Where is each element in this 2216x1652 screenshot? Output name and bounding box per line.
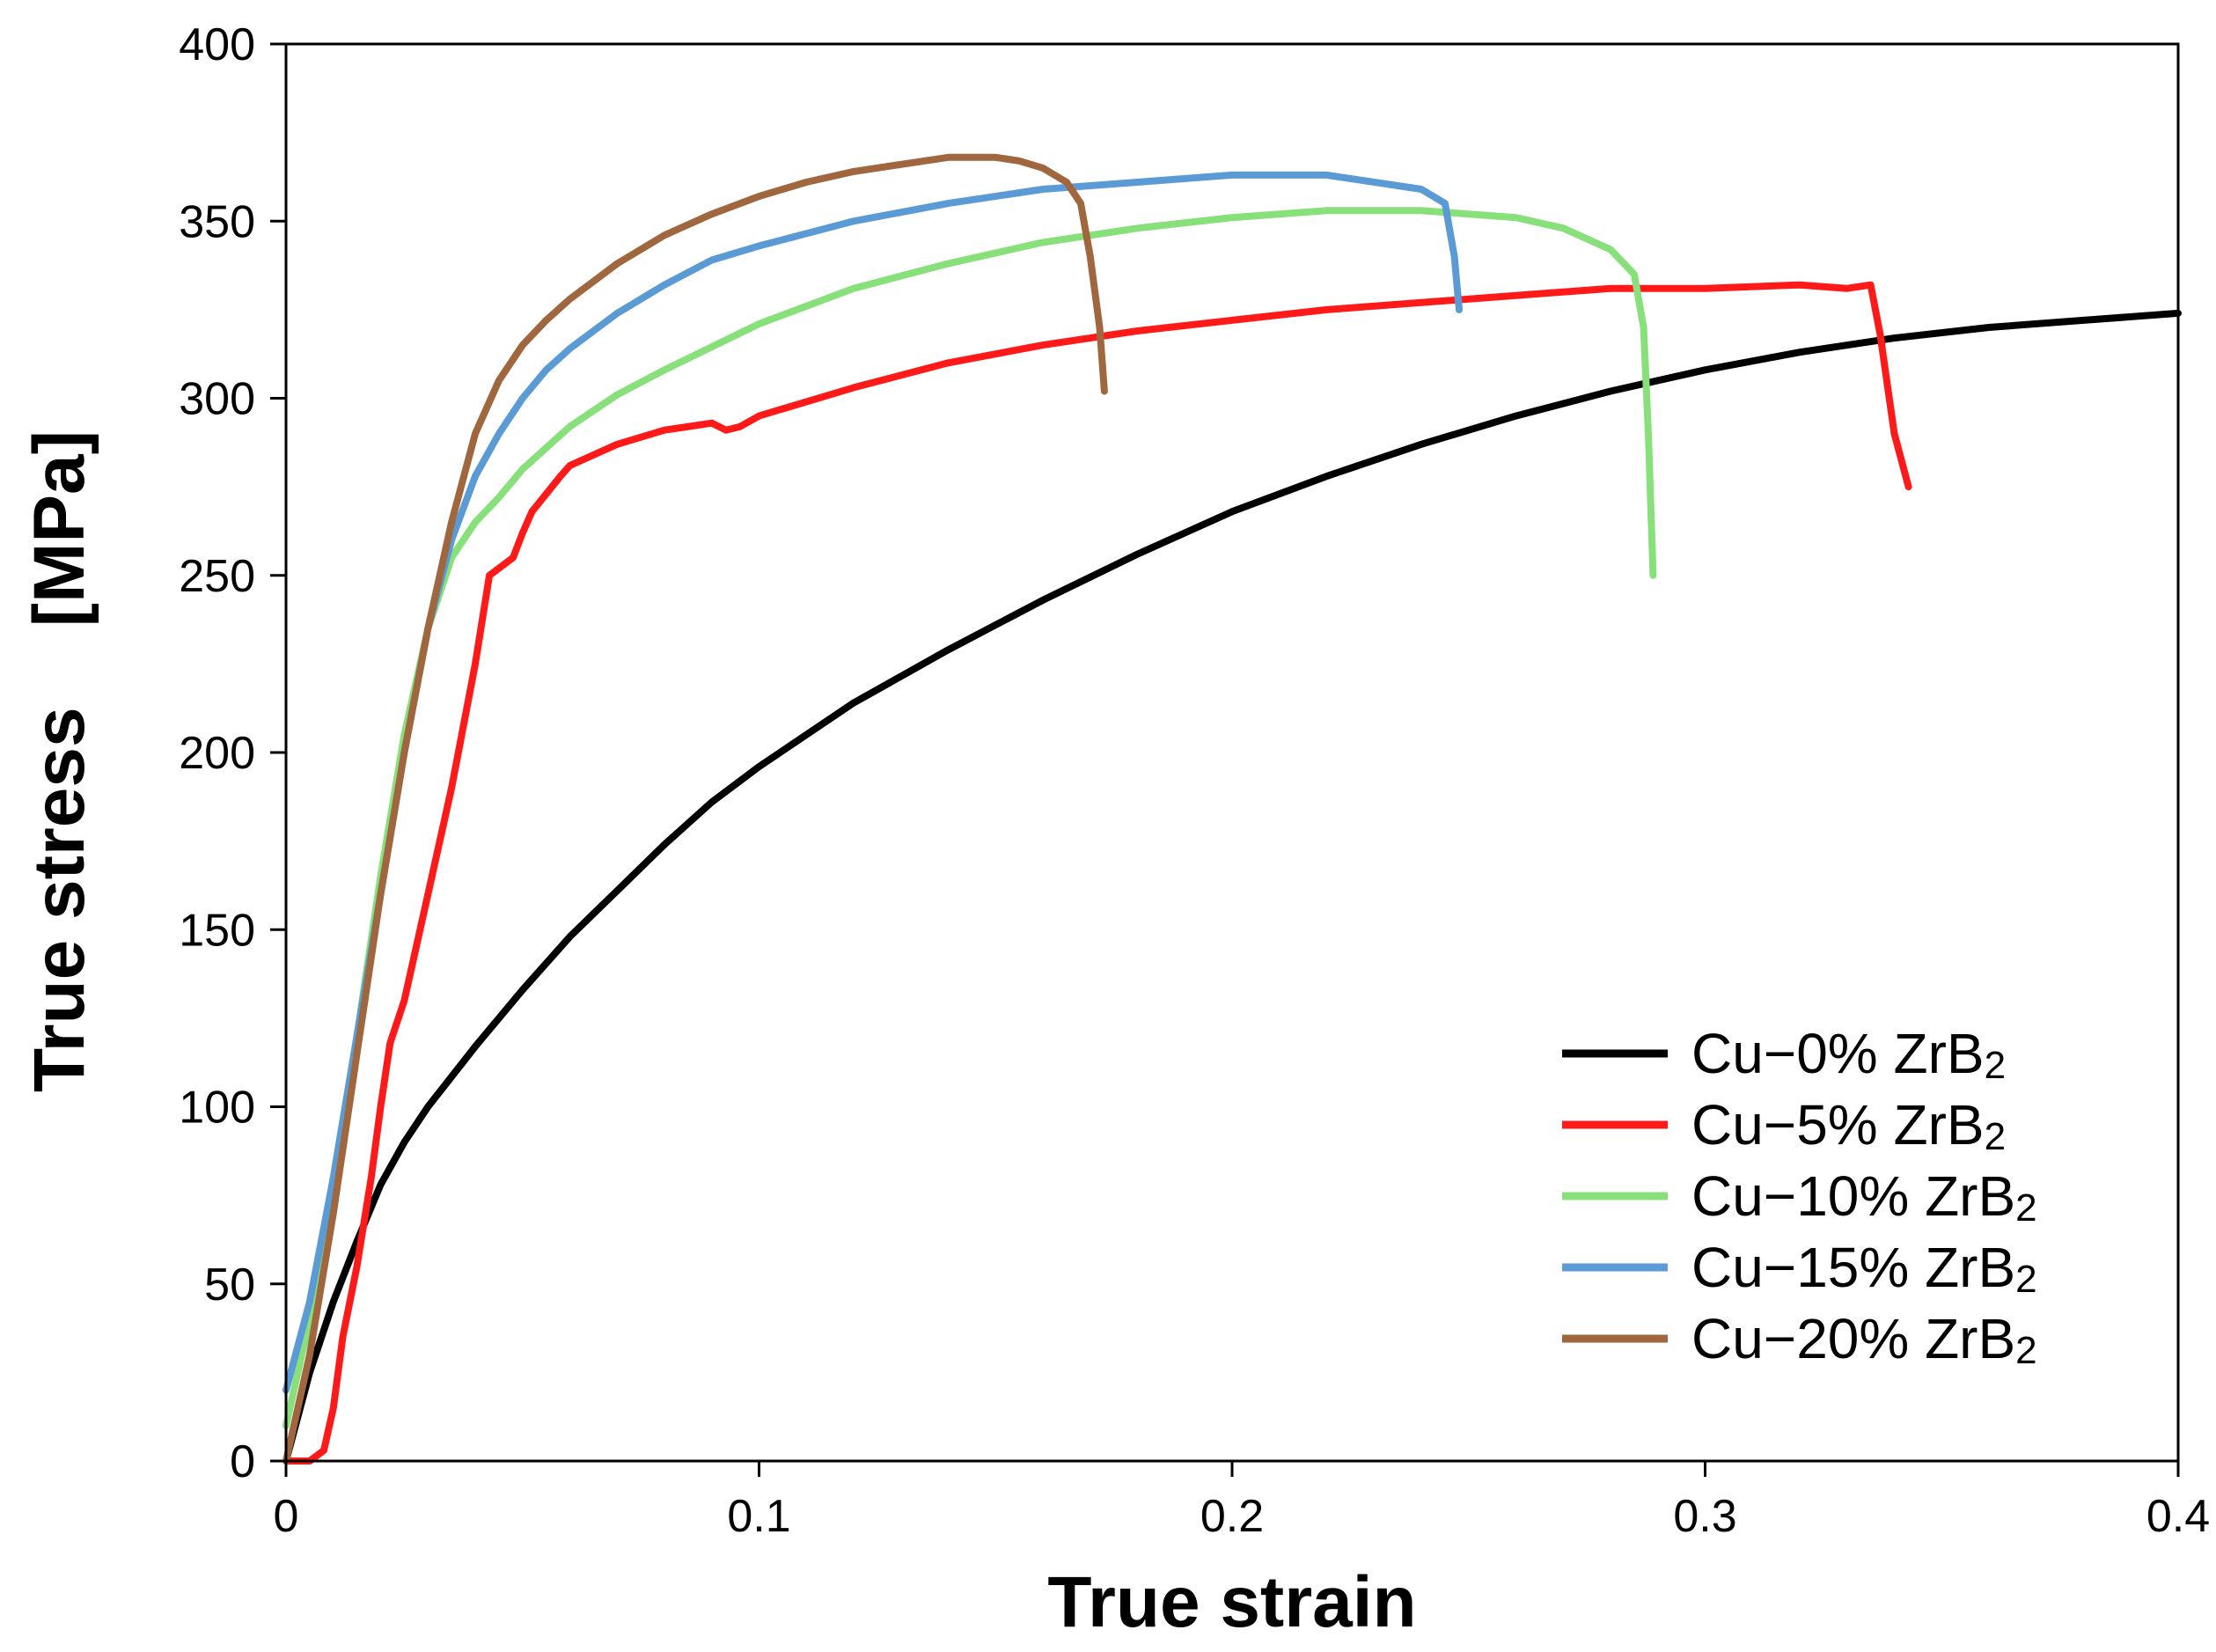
x-tick-label: 0.1 [727, 1491, 790, 1542]
x-tick-label: 0.3 [1673, 1491, 1736, 1542]
legend-label-0: Cu−0% ZrB2 [1691, 1022, 2006, 1087]
y-tick-label: 100 [179, 1083, 255, 1134]
y-tick-label: 200 [179, 728, 255, 779]
ticks-layer: 0 0.1 0.2 0.3 0.4 0 50 100 150 200 250 300 350 400 [179, 19, 2210, 1542]
y-tick-label: 250 [179, 551, 255, 602]
x-axis-title: True strain [1047, 1562, 1416, 1642]
x-tick-label: 0 [274, 1491, 299, 1542]
legend-label-main: Cu−5% ZrB [1691, 1093, 1985, 1156]
y-axis-title: True stress [MPa] [19, 430, 99, 1092]
legend-label-1: Cu−5% ZrB2 [1691, 1093, 2006, 1158]
y-tick-label: 50 [204, 1259, 255, 1311]
legend-label-subscript: 2 [2015, 1186, 2036, 1230]
legend-label-2: Cu−10% ZrB2 [1691, 1164, 2037, 1230]
y-tick-label: 300 [179, 374, 255, 425]
legend-label-4: Cu−20% ZrB2 [1691, 1307, 2037, 1372]
legend-label-main: Cu−10% ZrB [1691, 1164, 2015, 1228]
legend-label-subscript: 2 [1985, 1044, 2006, 1087]
legend-label-main: Cu−15% ZrB [1691, 1236, 2015, 1299]
legend-label-subscript: 2 [2015, 1329, 2036, 1372]
series-line-4 [283, 153, 1108, 1465]
series-line-0 [283, 309, 2182, 1465]
legend-label-main: Cu−0% ZrB [1691, 1022, 1985, 1085]
y-tick-label: 150 [179, 905, 255, 956]
y-tick-label: 350 [179, 196, 255, 247]
legend-label-main: Cu−20% ZrB [1691, 1307, 2015, 1370]
y-tick-label: 0 [230, 1436, 255, 1487]
x-tick-label: 0.2 [1200, 1491, 1264, 1542]
legend-label-3: Cu−15% ZrB2 [1691, 1236, 2037, 1301]
series-line-1 [283, 281, 1912, 1465]
legend-label-subscript: 2 [2015, 1258, 2036, 1301]
y-tick-label: 400 [179, 19, 255, 70]
x-tick-label: 0.4 [2146, 1491, 2210, 1542]
legend-label-subscript: 2 [1985, 1115, 2006, 1158]
series-layer [283, 153, 2182, 1465]
